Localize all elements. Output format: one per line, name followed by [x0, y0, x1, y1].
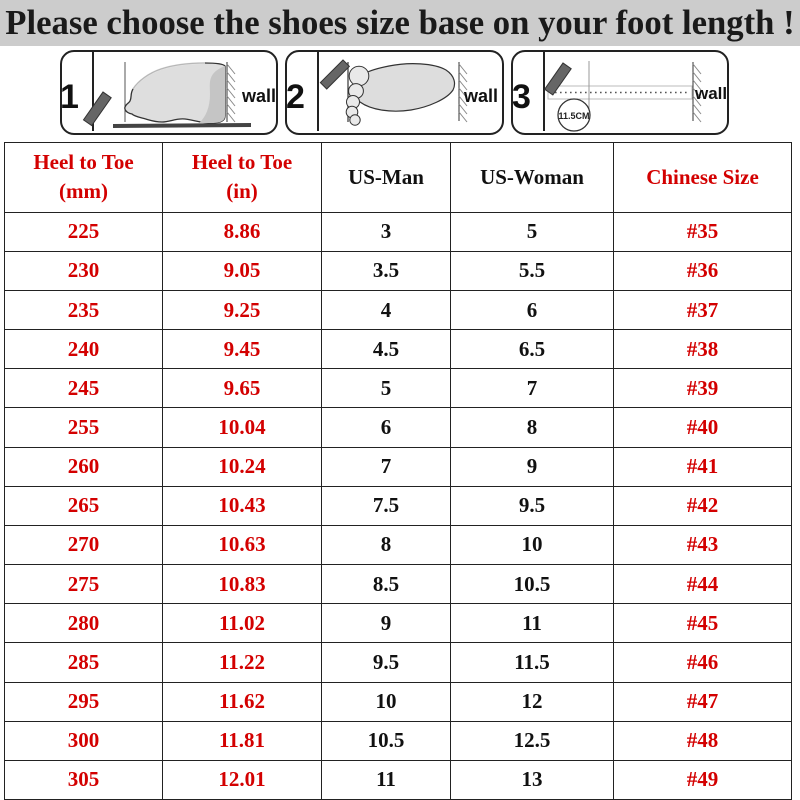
- svg-text:wall: wall: [241, 86, 276, 106]
- svg-text:1: 1: [62, 78, 79, 116]
- svg-text:2: 2: [287, 78, 305, 116]
- svg-text:3: 3: [513, 78, 531, 116]
- svg-text:wall: wall: [463, 86, 498, 106]
- svg-text:wall: wall: [694, 84, 727, 103]
- svg-text:11.5CM: 11.5CM: [558, 111, 589, 121]
